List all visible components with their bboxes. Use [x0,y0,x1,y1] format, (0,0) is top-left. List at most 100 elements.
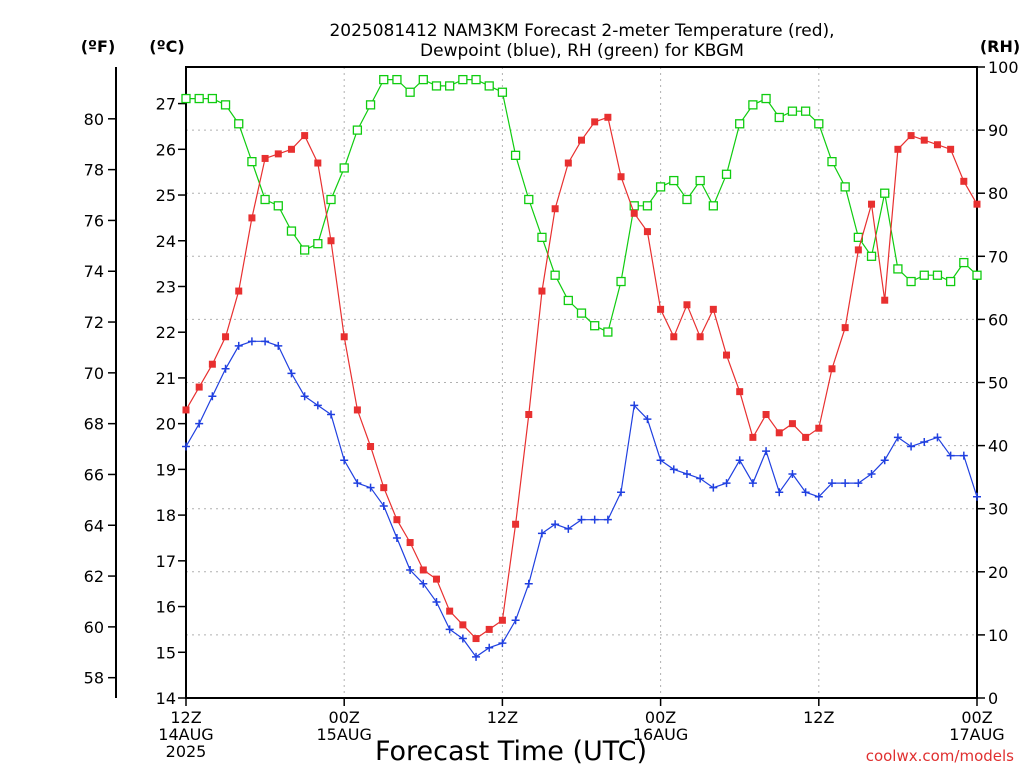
temperature-point [551,205,559,213]
temperature-point [591,118,599,126]
dewpoint-point [867,469,876,478]
celsius-tick-label: 26 [156,140,176,159]
rh-point [972,270,982,280]
dewpoint-point [195,419,204,428]
dewpoint-point [696,474,705,483]
dewpoint-point [274,341,283,350]
rh-point [919,270,929,280]
temperature-point [828,365,836,373]
temperature-point [446,607,454,615]
dewpoint-point [722,479,731,488]
temperature-point [920,136,928,144]
dewpoint-point [247,337,256,346]
rh-tick-label: 100 [988,58,1019,77]
temperature-point [327,237,335,245]
temperature-point [287,145,295,153]
temperature-point [696,333,704,341]
rh-point [392,74,402,85]
rh-tick-label: 60 [988,310,1008,329]
temperature-point [525,411,533,419]
temperature-point [802,433,810,441]
x-tick-label: 15AUG [316,725,371,744]
fahrenheit-tick-label: 62 [84,567,104,586]
data-series [181,74,982,661]
celsius-tick-label: 15 [156,643,176,662]
rh-tick-label: 0 [988,689,998,708]
celsius-tick-label: 16 [156,598,176,617]
rh-point [379,74,389,85]
dewpoint-point [669,465,678,474]
dewpoint-point [300,392,309,401]
temperature-point [578,136,585,144]
dewpoint-point [827,479,836,488]
x-tick-label: 16AUG [633,725,688,744]
dewpoint-point [617,488,626,497]
dewpoint-point [893,433,902,442]
temperature-point [498,616,506,624]
rh-point [286,226,297,236]
dewpoint-point [643,415,652,424]
rh-point [273,201,283,211]
celsius-tick-label: 14 [156,689,176,708]
fahrenheit-tick-label: 66 [84,465,104,484]
rh-point [721,169,732,179]
rh-point [550,270,560,280]
rh-point [445,81,455,91]
rh-point [932,270,943,280]
rh-point [800,106,811,116]
temperature-point [775,429,783,437]
temperature-point [235,287,243,295]
temperature-point [868,200,876,208]
dewpoint-point [946,451,955,460]
temperature-point [854,246,862,254]
temperature-point [353,406,361,414]
celsius-tick-label: 27 [156,95,176,114]
fahrenheit-tick-label: 72 [84,313,104,332]
temperature-point [762,411,770,419]
dewpoint-point [392,533,401,542]
dewpoint-point [340,456,349,465]
fahrenheit-tick-label: 68 [84,415,104,434]
rh-series [181,74,982,337]
rh-point [880,188,890,198]
x-tick-label: 12Z [170,708,201,727]
rh-point [484,81,494,91]
rh-point [326,194,336,205]
temperature-point [393,516,401,524]
temperature-point [933,141,941,149]
temperature-point [564,159,572,167]
rh-tick-label: 50 [988,374,1008,393]
temperature-point [947,145,955,153]
celsius-unit-label: (ºC) [149,37,184,56]
fahrenheit-tick-label: 74 [84,262,104,281]
rh-point [603,327,613,337]
rh-tick-label: 80 [988,184,1008,203]
celsius-tick-label: 21 [156,369,176,388]
celsius-tick-label: 23 [156,277,176,296]
dewpoint-point [564,524,573,533]
fahrenheit-tick-label: 58 [84,669,104,688]
rh-point [708,201,718,211]
temperature-point [643,228,651,236]
temperature-point [380,484,388,492]
rh-point [642,201,653,211]
temperature-point [432,575,440,583]
celsius-tick-label: 18 [156,506,176,525]
temperature-point [881,296,889,304]
dewpoint-point [880,456,889,465]
rh-tick-label: 90 [988,121,1008,140]
chart-title-line2: Dewpoint (blue), RH (green) for KBGM [420,41,744,61]
dewpoint-point [854,479,863,488]
dewpoint-point [788,469,797,478]
temperature-point [485,625,493,633]
dewpoint-point [432,597,441,606]
dewpoint-point [419,579,428,588]
dewpoint-point [524,579,533,588]
rh-point [524,194,534,205]
temperature-point [195,383,203,391]
celsius-tick-label: 24 [156,232,176,251]
temperature-point [683,301,691,309]
dewpoint-point [353,479,362,488]
rh-point [735,119,745,129]
celsius-tick-label: 25 [156,186,176,205]
